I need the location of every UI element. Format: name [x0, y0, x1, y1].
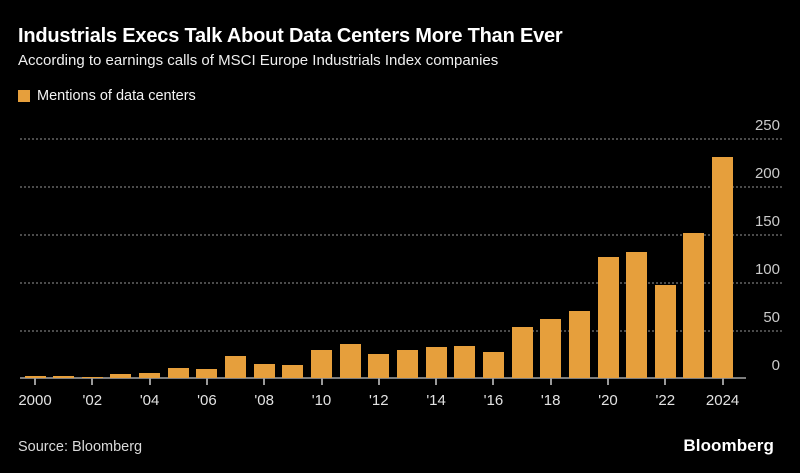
bar-2019	[568, 310, 590, 378]
bar-2008	[253, 363, 275, 378]
bar-2023	[683, 232, 705, 378]
y-tick-label-0: 0	[771, 357, 780, 374]
bar-2014	[425, 347, 447, 378]
bar-2024	[712, 156, 734, 378]
x-tick-2016	[492, 378, 495, 385]
y-tick-label-250: 250	[754, 116, 780, 134]
bar-2007	[225, 355, 247, 378]
x-tick-2006	[205, 378, 208, 385]
bar-2013	[396, 350, 418, 378]
x-tick-2002	[91, 378, 94, 385]
x-tick-2020	[607, 378, 609, 385]
bar-2015	[454, 346, 476, 378]
x-tick-label-2010: '10	[311, 392, 332, 409]
bar-2004	[139, 373, 161, 378]
x-tick-2010	[320, 378, 323, 385]
gridline-250	[20, 137, 782, 140]
bar-2003	[110, 374, 132, 378]
bar-2016	[482, 352, 504, 378]
bar-2021	[626, 251, 648, 378]
bloomberg-logo: Bloomberg	[683, 436, 774, 455]
bar-2010	[311, 350, 332, 378]
x-tick-2008	[263, 378, 266, 385]
x-tick-label-2018: '18	[540, 392, 561, 409]
chart-title: Industrials Execs Talk About Data Center…	[18, 25, 563, 47]
bar-2001	[53, 376, 75, 378]
y-tick-label-100: 100	[754, 260, 780, 278]
x-tick-label-2006: '06	[197, 392, 217, 409]
x-tick-label-2020: '20	[598, 392, 618, 409]
x-tick-label-2024: 2024	[705, 392, 740, 409]
x-tick-label-2004: '04	[139, 392, 160, 409]
bar-2020	[597, 256, 619, 378]
x-tick-2022	[664, 378, 667, 385]
x-axis-line	[20, 377, 746, 379]
x-tick-label-2014: '14	[426, 392, 446, 409]
y-tick-label-50: 50	[763, 308, 780, 326]
chart-subtitle: According to earnings calls of MSCI Euro…	[18, 52, 499, 69]
x-tick-label-2008: '08	[254, 392, 274, 409]
gridline-200	[20, 185, 782, 188]
source-note: Source: Bloomberg	[18, 439, 143, 455]
bar-2012	[368, 353, 390, 378]
y-tick-label-150: 150	[754, 212, 780, 230]
bar-2006	[196, 369, 218, 378]
x-tick-2000	[34, 378, 36, 385]
x-tick-2012	[377, 378, 380, 385]
y-tick-label-200: 200	[754, 164, 780, 182]
legend-label: Mentions of data centers	[37, 88, 196, 104]
bar-2009	[282, 364, 304, 378]
bar-2005	[167, 368, 189, 378]
gridline-150	[20, 233, 782, 236]
legend: Mentions of data centers	[18, 88, 196, 104]
x-tick-2024	[721, 378, 724, 385]
x-tick-2004	[148, 378, 151, 385]
x-tick-label-2022: '22	[655, 392, 676, 409]
x-tick-2014	[435, 378, 438, 385]
gridline-100	[20, 281, 782, 284]
bar-2002	[81, 377, 103, 378]
gridline-50	[20, 329, 782, 332]
bar-2000	[24, 376, 46, 378]
x-tick-2018	[549, 378, 552, 385]
x-tick-label-2016: '16	[483, 392, 504, 409]
bar-2017	[511, 327, 533, 378]
bar-2022	[654, 284, 676, 378]
x-tick-label-2002: '02	[82, 392, 103, 409]
legend-swatch-icon	[18, 90, 30, 102]
x-tick-label-2012: '12	[369, 392, 389, 409]
bar-2011	[339, 344, 361, 378]
x-tick-label-2000: 2000	[18, 392, 52, 409]
bar-2018	[540, 319, 562, 378]
